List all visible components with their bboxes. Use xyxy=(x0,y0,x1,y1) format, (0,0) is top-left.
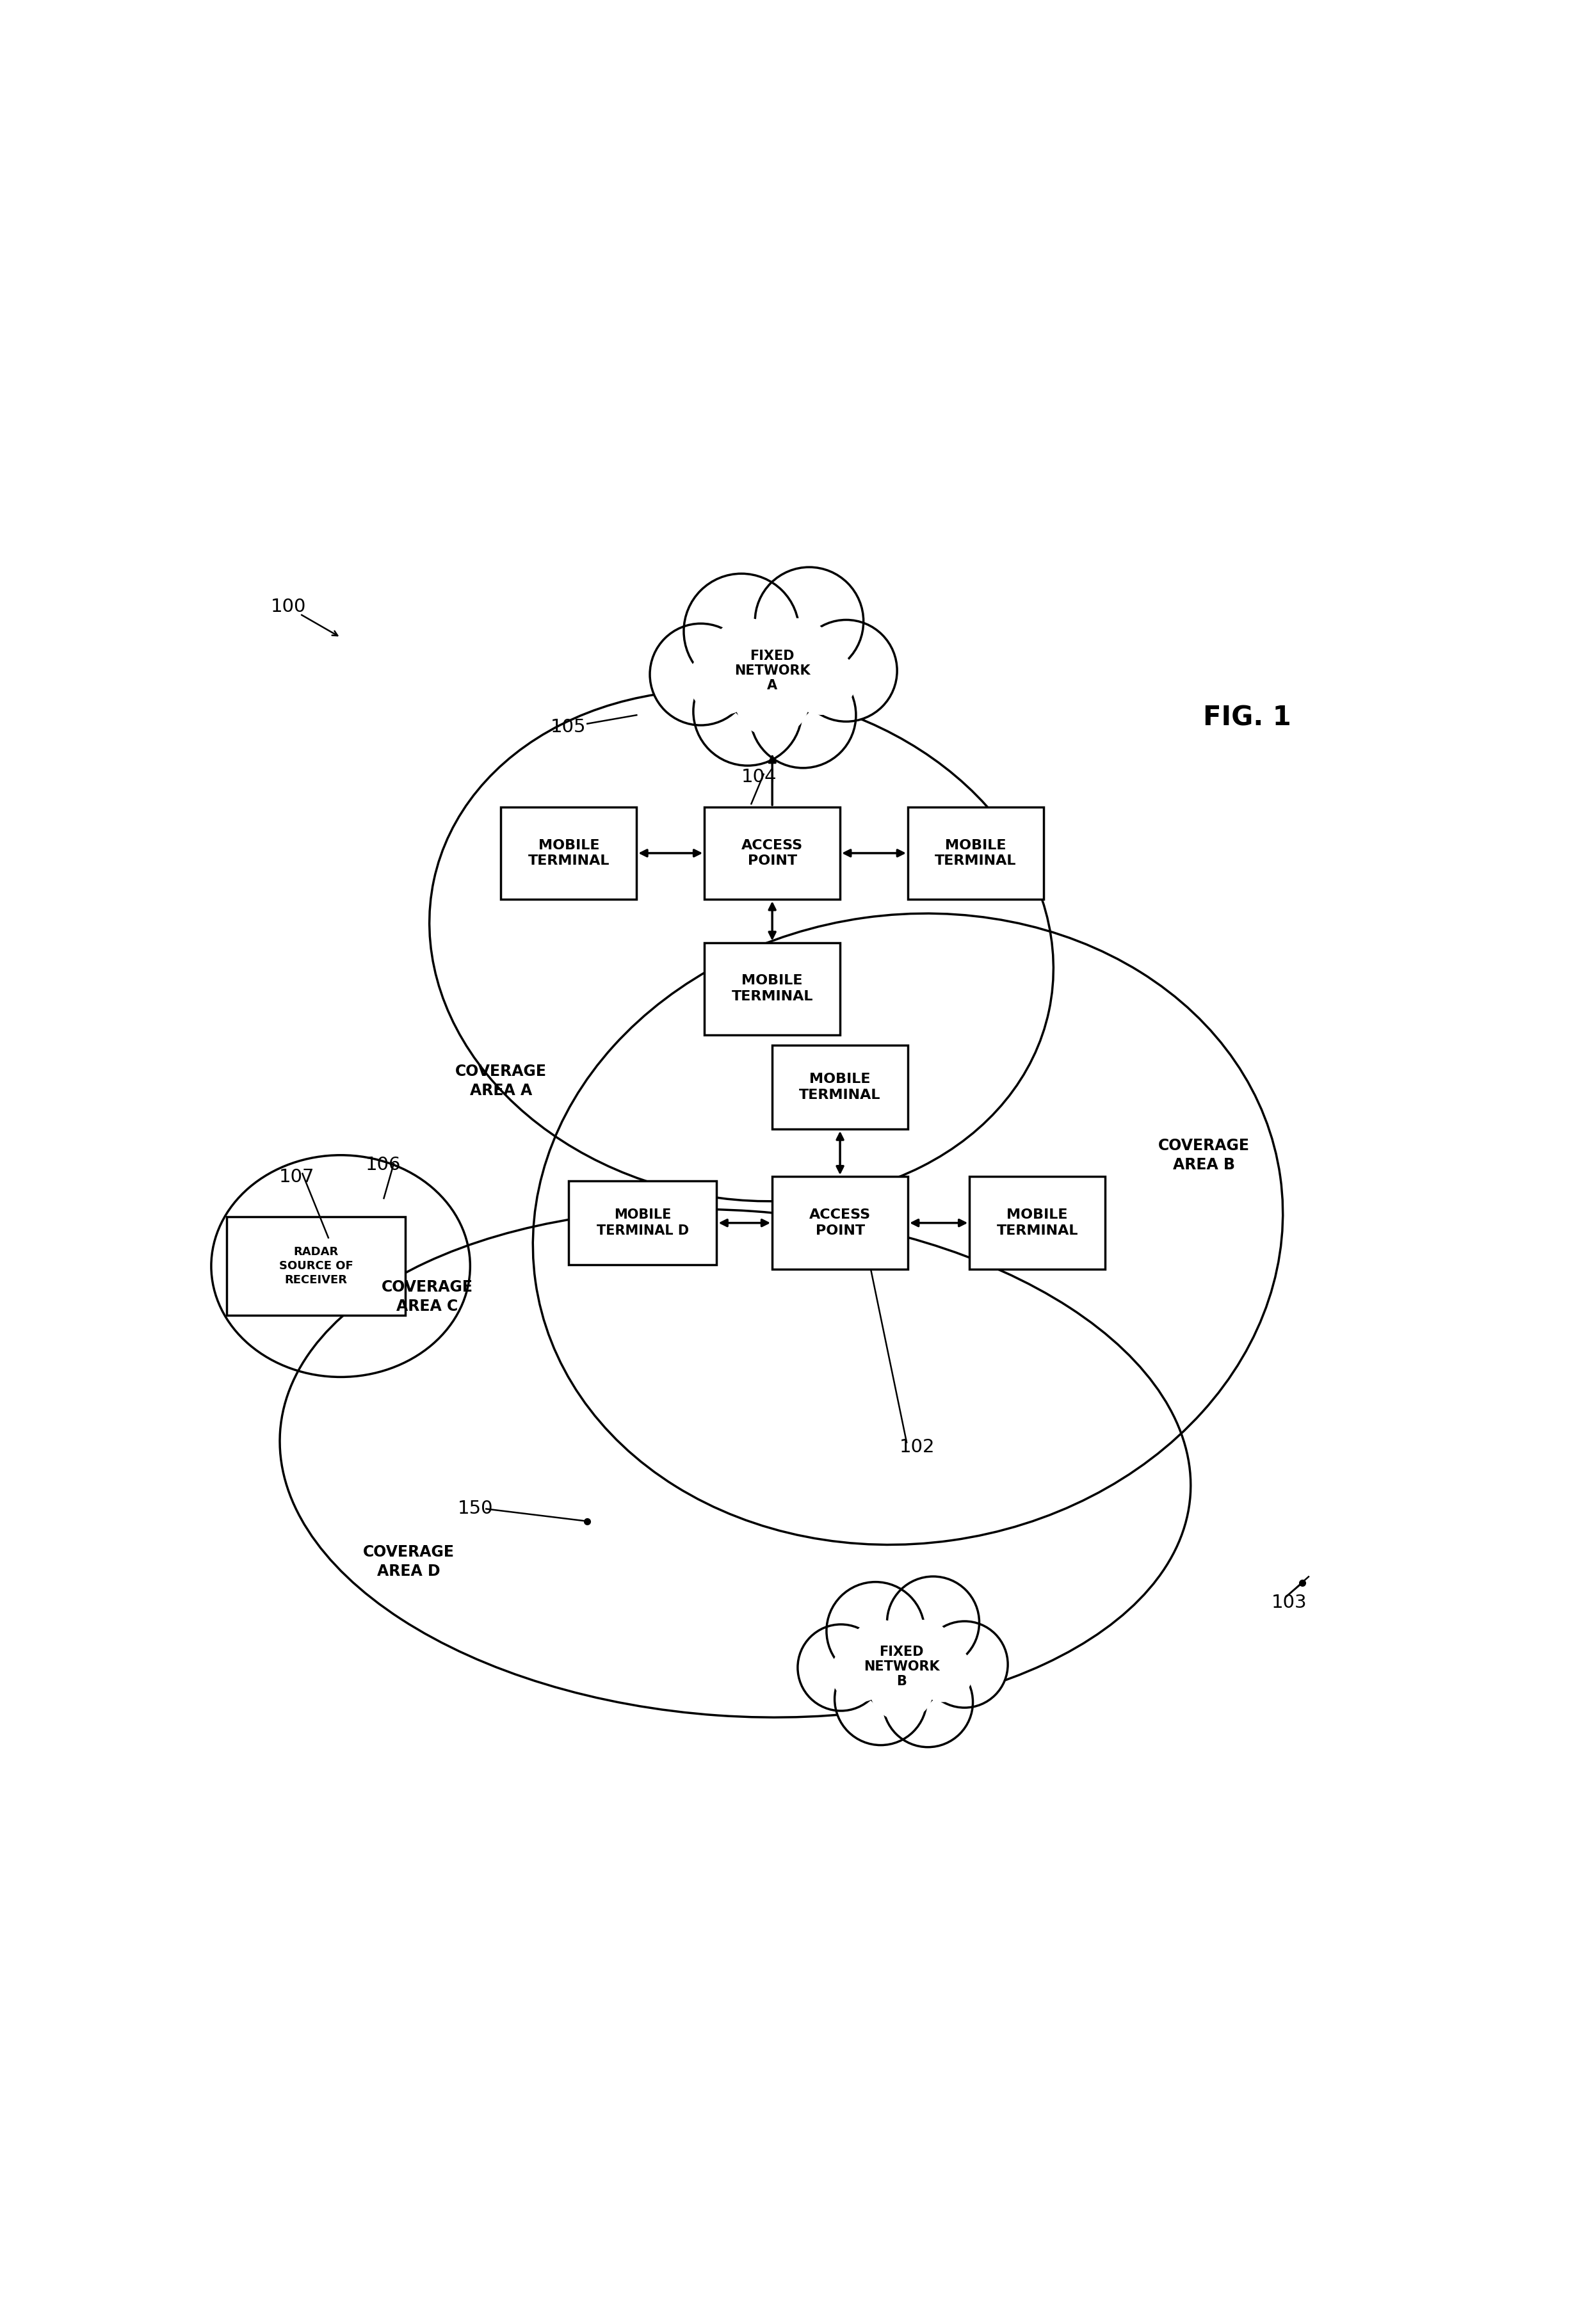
Circle shape xyxy=(684,574,799,688)
Text: MOBILE
TERMINAL: MOBILE TERMINAL xyxy=(528,839,609,867)
Text: FIXED
NETWORK
B: FIXED NETWORK B xyxy=(864,1645,940,1687)
Circle shape xyxy=(866,1636,937,1708)
Text: 100: 100 xyxy=(270,597,305,616)
Text: 104: 104 xyxy=(741,767,776,786)
Bar xyxy=(705,944,840,1034)
Text: MOBILE
TERMINAL: MOBILE TERMINAL xyxy=(799,1074,881,1102)
Circle shape xyxy=(888,1576,978,1669)
Circle shape xyxy=(735,662,810,737)
Text: COVERAGE
AREA A: COVERAGE AREA A xyxy=(455,1064,547,1099)
Circle shape xyxy=(689,646,757,713)
Text: FIXED
NETWORK
A: FIXED NETWORK A xyxy=(735,648,810,693)
Bar xyxy=(501,806,636,899)
Text: 102: 102 xyxy=(899,1439,936,1457)
Text: ACCESS
POINT: ACCESS POINT xyxy=(741,839,803,867)
Bar xyxy=(226,1218,406,1315)
Circle shape xyxy=(796,621,897,720)
Bar xyxy=(570,1181,716,1264)
Circle shape xyxy=(725,632,819,727)
Circle shape xyxy=(710,618,784,693)
Text: COVERAGE
AREA D: COVERAGE AREA D xyxy=(363,1545,455,1578)
Text: MOBILE
TERMINAL: MOBILE TERMINAL xyxy=(996,1208,1079,1236)
Bar xyxy=(705,806,840,899)
Text: MOBILE
TERMINAL D: MOBILE TERMINAL D xyxy=(597,1208,689,1236)
Circle shape xyxy=(694,658,802,765)
Bar xyxy=(772,1176,908,1269)
Circle shape xyxy=(756,567,864,676)
Circle shape xyxy=(759,618,834,693)
Text: 105: 105 xyxy=(550,718,585,737)
Circle shape xyxy=(788,646,856,713)
Bar xyxy=(772,1046,908,1129)
Circle shape xyxy=(870,1657,934,1720)
Text: 103: 103 xyxy=(1271,1594,1308,1611)
Text: RADAR
SOURCE OF
RECEIVER: RADAR SOURCE OF RECEIVER xyxy=(278,1246,353,1285)
Circle shape xyxy=(835,1652,928,1745)
Bar xyxy=(908,806,1044,899)
Circle shape xyxy=(826,1583,924,1680)
Circle shape xyxy=(831,1643,889,1701)
Circle shape xyxy=(730,639,815,723)
Text: COVERAGE
AREA C: COVERAGE AREA C xyxy=(382,1281,473,1313)
Circle shape xyxy=(891,1620,955,1683)
Circle shape xyxy=(921,1622,1007,1708)
Bar xyxy=(969,1176,1106,1269)
Circle shape xyxy=(797,1624,885,1710)
Circle shape xyxy=(861,1631,942,1713)
Text: 150: 150 xyxy=(458,1499,493,1518)
Text: MOBILE
TERMINAL: MOBILE TERMINAL xyxy=(732,974,813,1004)
Text: COVERAGE
AREA B: COVERAGE AREA B xyxy=(1158,1139,1249,1171)
Circle shape xyxy=(883,1657,972,1748)
Circle shape xyxy=(649,623,751,725)
Circle shape xyxy=(850,1620,913,1683)
Circle shape xyxy=(751,662,856,767)
Text: ACCESS
POINT: ACCESS POINT xyxy=(810,1208,870,1236)
Text: 107: 107 xyxy=(278,1169,315,1185)
Text: FIG. 1: FIG. 1 xyxy=(1203,704,1290,732)
Text: 106: 106 xyxy=(366,1155,401,1174)
Text: MOBILE
TERMINAL: MOBILE TERMINAL xyxy=(936,839,1017,867)
Circle shape xyxy=(915,1643,972,1701)
